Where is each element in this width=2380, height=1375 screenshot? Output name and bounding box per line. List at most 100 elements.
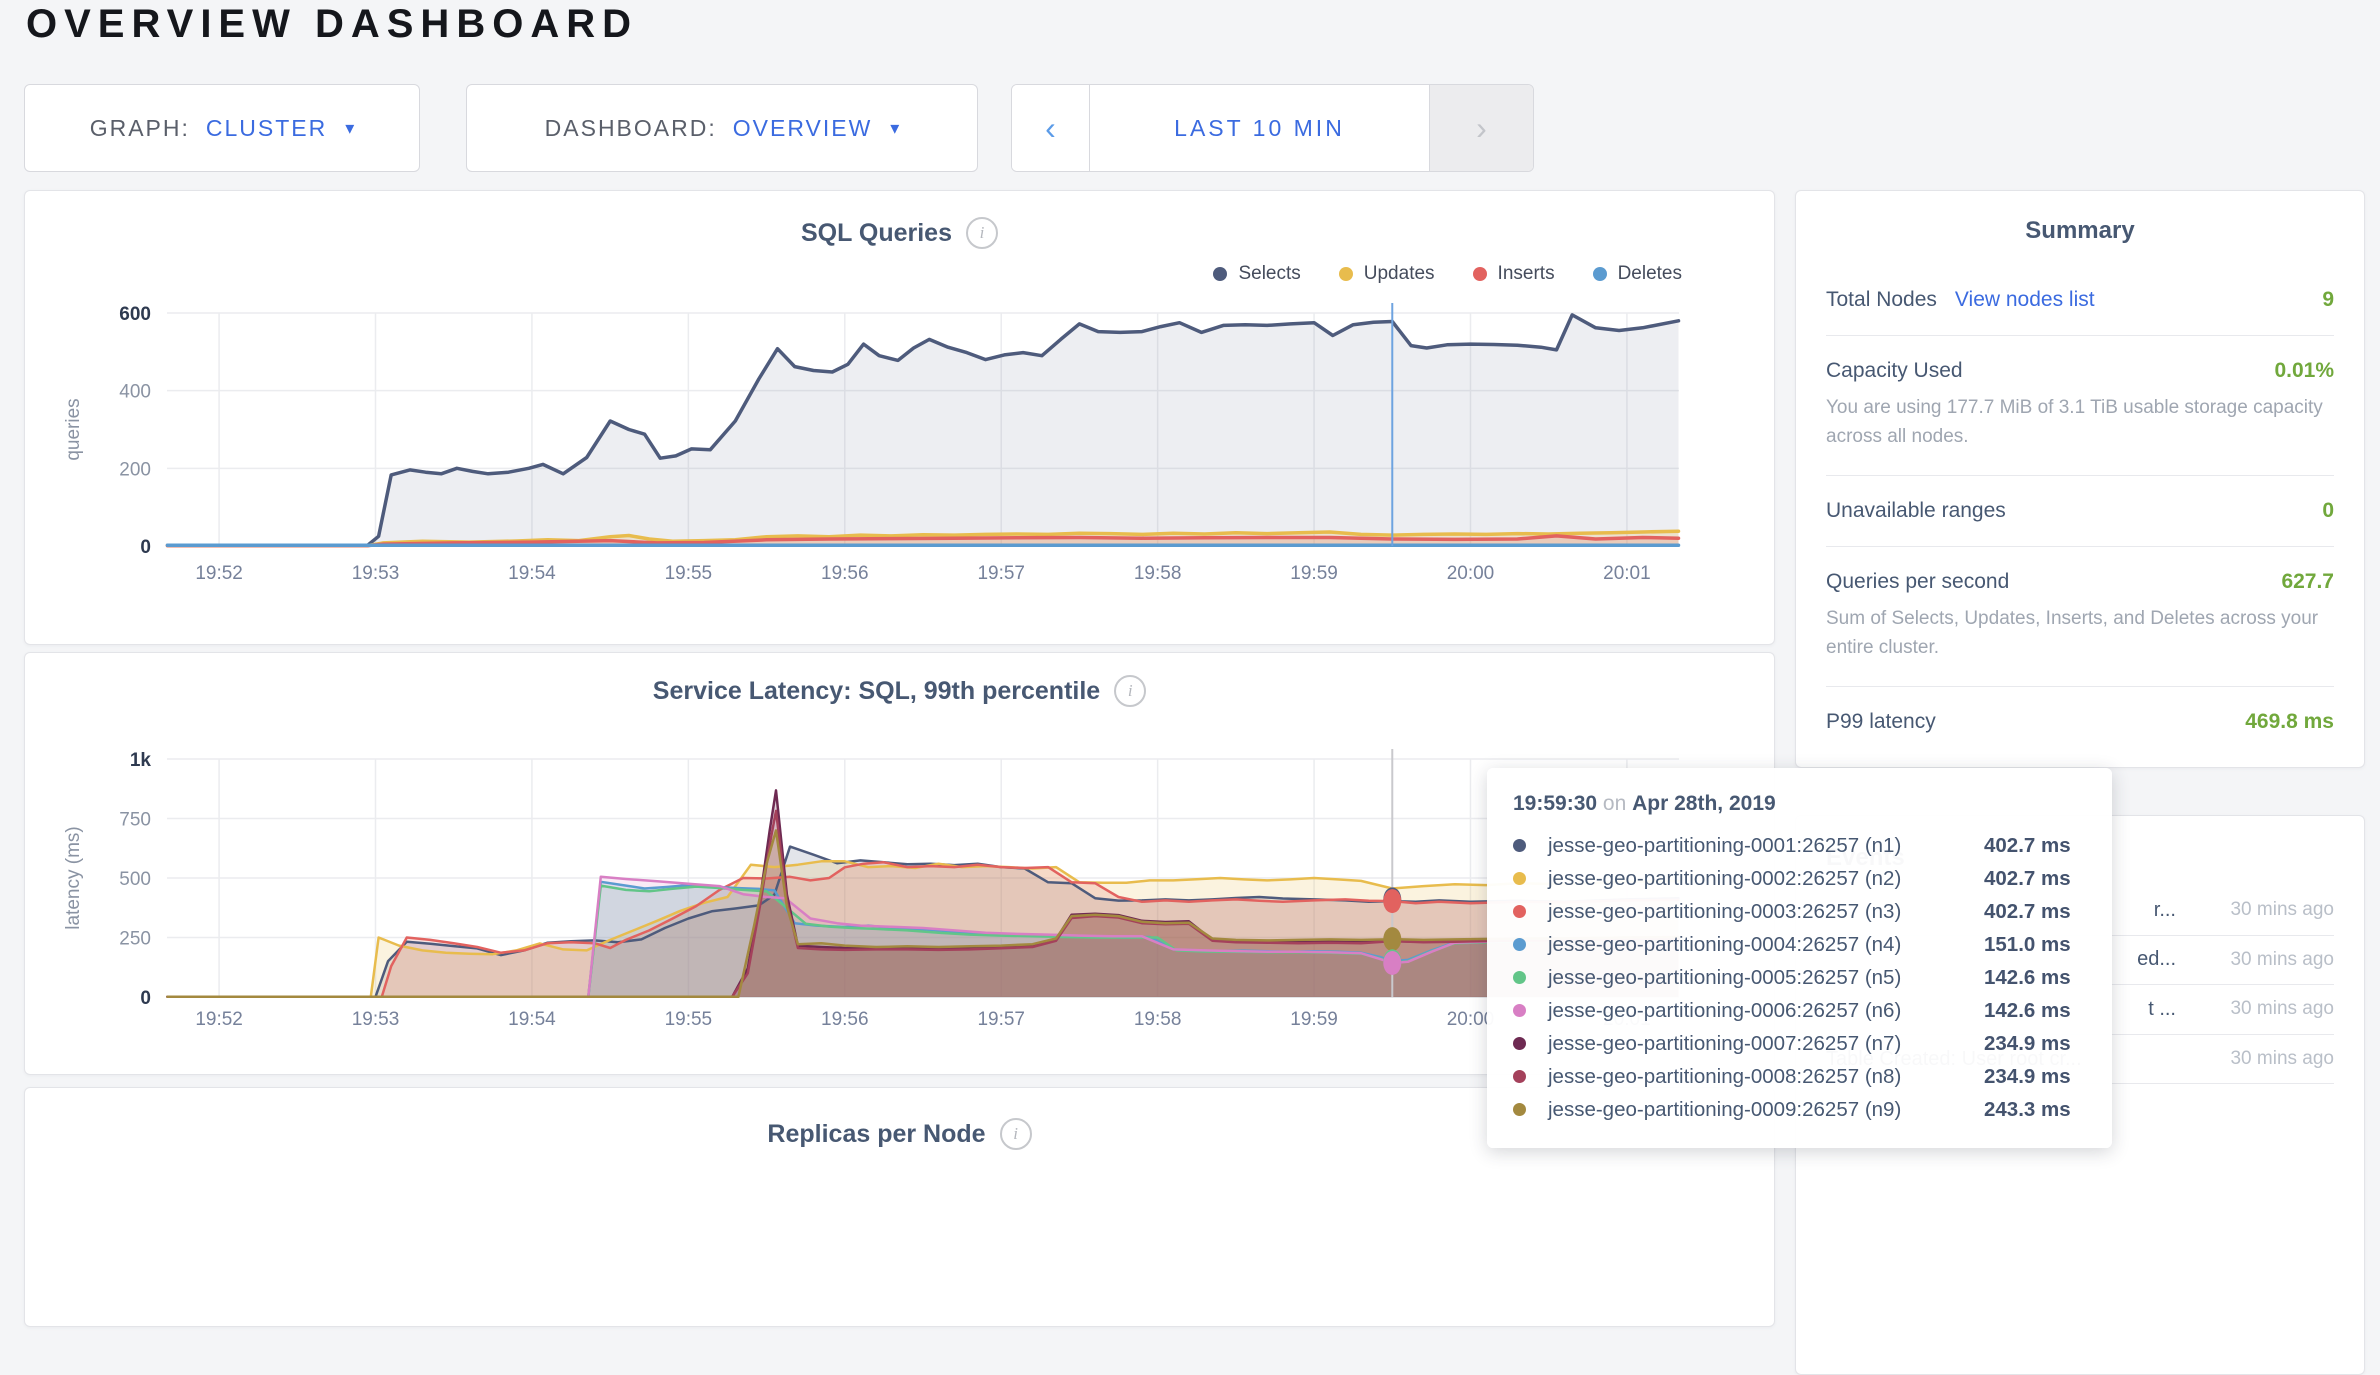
event-message: r... <box>2153 898 2176 921</box>
legend-dot-icon <box>1213 267 1228 281</box>
sql-queries-card: SQL Queries i Selects Updates Inserts Delet… <box>24 190 1775 645</box>
dashboard-dropdown-value: OVERVIEW <box>732 114 873 141</box>
summary-rows: Total Nodes View nodes list 9 Capacity Used… <box>1796 265 2364 757</box>
tooltip-row: jesse-geo-partitioning-0002:26257 (n2) 40… <box>1513 862 2086 895</box>
sql-queries-chart[interactable]: 19:52 19:53 19:54 19:55 19:56 19:57 19:58 19:59… <box>25 191 1776 646</box>
tooltip-node-name: jesse-geo-partitioning-0005:26257 (n5) <box>1548 965 1902 989</box>
tooltip-node-value: 142.6 ms <box>1984 965 2071 989</box>
svg-text:19:56: 19:56 <box>821 563 869 584</box>
chart-tooltip: 19:59:30 on Apr 28th, 2019 jesse-geo-par… <box>1487 768 2112 1148</box>
svg-text:19:59: 19:59 <box>1290 1009 1338 1030</box>
tooltip-node-name: jesse-geo-partitioning-0001:26257 (n1) <box>1548 833 1902 857</box>
summary-row-label: Queries per second <box>1826 569 2010 593</box>
graph-dropdown[interactable]: GRAPH: CLUSTER ▾ <box>24 84 420 172</box>
event-timestamp: 30 mins ago <box>2230 1047 2334 1069</box>
tooltip-row: jesse-geo-partitioning-0005:26257 (n5) 14… <box>1513 961 2086 994</box>
overview-dashboard-page: OVERVIEW DASHBOARD GRAPH: CLUSTER ▾ DASH… <box>24 2 2365 1375</box>
series-color-dot-icon <box>1513 872 1526 885</box>
svg-text:20:01: 20:01 <box>1603 563 1651 584</box>
legend-item[interactable]: Selects <box>1213 263 1301 285</box>
svg-text:20:00: 20:00 <box>1447 563 1495 584</box>
event-timestamp: 30 mins ago <box>2230 899 2334 920</box>
time-prev-button[interactable]: ‹ <box>1012 85 1090 171</box>
tooltip-on: on <box>1602 792 1627 815</box>
summary-row: Capacity Used 0.01% You are using 177.7 Mi… <box>1826 335 2334 475</box>
tooltip-node-name: jesse-geo-partitioning-0009:26257 (n9) <box>1548 1097 1902 1121</box>
svg-text:19:52: 19:52 <box>195 1009 243 1030</box>
time-next-button[interactable]: › <box>1429 85 1533 171</box>
legend-item[interactable]: Inserts <box>1472 263 1555 285</box>
info-icon[interactable]: i <box>1114 675 1147 707</box>
info-icon[interactable]: i <box>966 217 998 249</box>
summary-row: P99 latency 469.8 ms <box>1826 685 2334 757</box>
chart-title: Replicas per Node <box>767 1119 986 1148</box>
chevron-down-icon: ▾ <box>345 117 355 138</box>
summary-panel: Summary Total Nodes View nodes list 9 Capac… <box>1795 190 2365 768</box>
svg-text:19:56: 19:56 <box>821 1009 869 1030</box>
event-message: ed... <box>2137 948 2176 971</box>
series-color-dot-icon <box>1513 839 1526 852</box>
series-color-dot-icon <box>1513 1070 1526 1083</box>
summary-row: Total Nodes View nodes list 9 <box>1826 265 2334 335</box>
sql-queries-legend: Selects Updates Inserts Deletes <box>1213 263 1682 285</box>
tooltip-node-value: 234.9 ms <box>1984 1064 2071 1088</box>
legend-label: Deletes <box>1617 263 1682 284</box>
svg-text:19:53: 19:53 <box>352 563 400 584</box>
tooltip-date: Apr 28th, 2019 <box>1632 792 1776 815</box>
summary-row: Queries per second 627.7 Sum of Selects, U… <box>1826 545 2334 686</box>
series-color-dot-icon <box>1513 938 1526 951</box>
svg-text:500: 500 <box>119 869 151 890</box>
summary-row: Unavailable ranges 0 <box>1826 474 2334 546</box>
tooltip-row: jesse-geo-partitioning-0009:26257 (n9) 24… <box>1513 1093 2086 1126</box>
summary-row-description: Sum of Selects, Updates, Inserts, and De… <box>1826 607 2319 659</box>
summary-row-label: P99 latency <box>1826 709 1936 733</box>
series-color-dot-icon <box>1513 905 1526 918</box>
view-nodes-list-link[interactable]: View nodes list <box>1954 288 2095 311</box>
svg-text:19:57: 19:57 <box>977 563 1025 584</box>
legend-item[interactable]: Updates <box>1338 263 1435 285</box>
tooltip-row: jesse-geo-partitioning-0004:26257 (n4) 15… <box>1513 928 2086 961</box>
page-title: OVERVIEW DASHBOARD <box>26 2 638 46</box>
graph-dropdown-value: CLUSTER <box>205 114 328 141</box>
dashboard-dropdown-label: DASHBOARD: <box>544 114 717 141</box>
tooltip-row: jesse-geo-partitioning-0003:26257 (n3) 40… <box>1513 895 2086 928</box>
tooltip-row: jesse-geo-partitioning-0007:26257 (n7) 23… <box>1513 1027 2086 1060</box>
tooltip-node-value: 402.7 ms <box>1984 833 2071 857</box>
summary-row-value: 9 <box>2322 288 2334 311</box>
tooltip-node-value: 243.3 ms <box>1984 1097 2071 1121</box>
service-latency-chart[interactable]: 19:52 19:53 19:54 19:55 19:56 19:57 19:58 19:59… <box>25 653 1776 1076</box>
summary-heading: Summary <box>2025 217 2135 244</box>
legend-dot-icon <box>1472 267 1487 281</box>
legend-dot-icon <box>1592 267 1607 281</box>
event-message: t ... <box>2148 997 2176 1020</box>
dashboard-dropdown[interactable]: DASHBOARD: OVERVIEW ▾ <box>466 84 978 172</box>
svg-text:19:52: 19:52 <box>195 563 243 584</box>
tooltip-time: 19:59:30 <box>1513 792 1598 815</box>
tooltip-node-name: jesse-geo-partitioning-0008:26257 (n8) <box>1548 1064 1902 1088</box>
service-latency-title-row: Service Latency: SQL, 99th percentile i <box>25 675 1774 707</box>
svg-text:19:55: 19:55 <box>665 1009 713 1030</box>
svg-text:19:58: 19:58 <box>1134 563 1182 584</box>
summary-row-label: Unavailable ranges <box>1826 498 2006 522</box>
tooltip-node-name: jesse-geo-partitioning-0007:26257 (n7) <box>1548 1031 1902 1055</box>
summary-row-description: You are using 177.7 MiB of 3.1 TiB usabl… <box>1826 397 2323 448</box>
info-icon[interactable]: i <box>999 1118 1032 1150</box>
svg-text:queries: queries <box>63 398 84 460</box>
svg-text:19:58: 19:58 <box>1134 1009 1182 1030</box>
legend-item[interactable]: Deletes <box>1592 263 1682 285</box>
time-range-button[interactable]: LAST 10 MIN <box>1174 114 1345 141</box>
tooltip-node-value: 142.6 ms <box>1984 998 2071 1022</box>
svg-text:0: 0 <box>140 537 151 558</box>
summary-row-value: 0 <box>2322 498 2334 522</box>
svg-text:0: 0 <box>140 988 151 1009</box>
event-timestamp: 30 mins ago <box>2230 948 2334 970</box>
tooltip-node-name: jesse-geo-partitioning-0004:26257 (n4) <box>1548 932 1902 956</box>
tooltip-node-name: jesse-geo-partitioning-0006:26257 (n6) <box>1548 998 1902 1022</box>
sql-queries-title-row: SQL Queries i <box>25 217 1774 249</box>
series-color-dot-icon <box>1513 1037 1526 1050</box>
svg-text:19:53: 19:53 <box>352 1009 400 1030</box>
tooltip-row: jesse-geo-partitioning-0006:26257 (n6) 14… <box>1513 994 2086 1027</box>
svg-text:1k: 1k <box>130 750 152 771</box>
tooltip-rows: jesse-geo-partitioning-0001:26257 (n1) 40… <box>1513 829 2086 1126</box>
chevron-left-icon: ‹ <box>1045 109 1056 146</box>
